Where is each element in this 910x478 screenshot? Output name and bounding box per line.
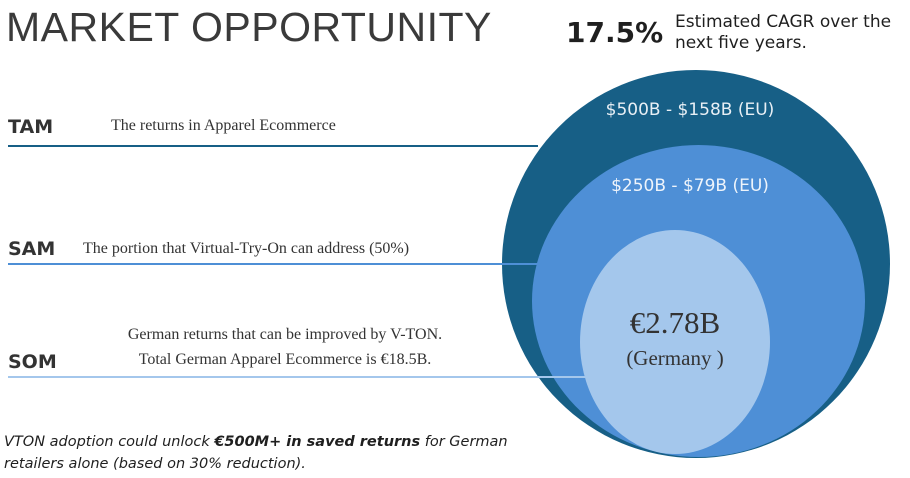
cagr-description: Estimated CAGR over the next five years. xyxy=(675,12,892,53)
som-label: SOM xyxy=(8,351,57,373)
som-value: €2.78B xyxy=(629,305,721,340)
sam-connector-line xyxy=(8,263,544,265)
som-connector-line xyxy=(8,376,588,378)
som-description: German returns that can be improved by V… xyxy=(90,322,480,372)
sam-description: The portion that Virtual-Try-On can addr… xyxy=(83,240,410,257)
som-description-line-1: German returns that can be improved by V… xyxy=(127,326,443,343)
footer-suffix: for German retailers alone (based on 30%… xyxy=(4,434,508,472)
page-title: MARKET OPPORTUNITY xyxy=(6,4,492,50)
tam-description: The returns in Apparel Ecommerce xyxy=(111,117,336,134)
footer-highlight: €500M+ in saved returns xyxy=(214,434,421,450)
footer-note: VTON adoption could unlock €500M+ in sav… xyxy=(4,431,564,475)
sam-label: SAM xyxy=(8,238,56,260)
tam-label: TAM xyxy=(8,116,54,138)
tam-value: $500B - $158B (EU) xyxy=(605,100,775,120)
sam-value: $250B - $79B (EU) xyxy=(611,176,769,196)
tam-connector-line xyxy=(8,145,538,147)
footer-prefix: VTON adoption could unlock xyxy=(4,434,215,450)
som-description-line-2: Total German Apparel Ecommerce is €18.5B… xyxy=(138,351,432,368)
som-region: (Germany ) xyxy=(626,346,724,370)
som-circle xyxy=(580,230,770,454)
cagr-value: 17.5% xyxy=(566,16,664,49)
